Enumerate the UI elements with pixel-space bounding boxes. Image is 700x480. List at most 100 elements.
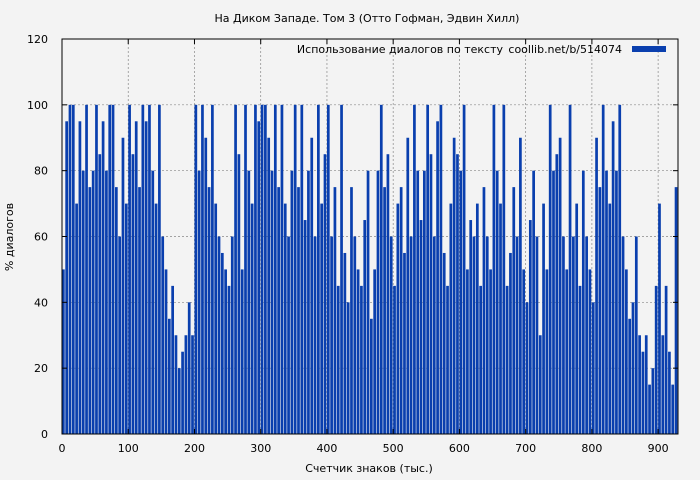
bar xyxy=(333,187,337,434)
y-axis-title: % диалогов xyxy=(3,203,16,271)
bar xyxy=(482,187,486,434)
bar xyxy=(346,302,350,434)
bar xyxy=(528,220,532,434)
bar xyxy=(330,236,333,434)
bar xyxy=(631,302,635,434)
bar xyxy=(552,170,555,434)
y-axis: 0 20 40 60 80 100 120 xyxy=(27,33,678,441)
bar xyxy=(512,187,516,434)
bar xyxy=(648,384,651,434)
bar xyxy=(227,285,231,434)
bar xyxy=(422,170,426,434)
bar xyxy=(671,384,675,434)
bar xyxy=(449,203,453,434)
bar xyxy=(290,170,294,434)
x-tick-label: 500 xyxy=(383,442,404,455)
bar xyxy=(197,170,201,434)
bar xyxy=(654,285,658,434)
bar xyxy=(601,104,605,434)
bar xyxy=(469,220,473,434)
bar xyxy=(260,104,264,434)
bar xyxy=(446,285,449,434)
bar xyxy=(379,104,383,434)
bar xyxy=(439,104,443,434)
bar xyxy=(383,187,386,434)
bar xyxy=(65,121,69,435)
bar xyxy=(466,269,469,434)
x-tick-label: 900 xyxy=(648,442,669,455)
bar xyxy=(588,269,592,434)
bar xyxy=(456,154,459,435)
bar xyxy=(101,121,105,435)
bar xyxy=(555,154,559,435)
bar xyxy=(396,203,400,434)
bar xyxy=(608,203,612,434)
y-tick-label: 0 xyxy=(41,428,48,441)
bar xyxy=(638,335,641,434)
bar xyxy=(416,170,420,434)
bar xyxy=(98,154,102,435)
bar xyxy=(548,104,552,434)
bar xyxy=(644,335,648,434)
bar xyxy=(442,252,446,434)
bar xyxy=(313,236,317,434)
y-tick-label: 120 xyxy=(27,33,48,46)
bar xyxy=(174,335,178,434)
bar xyxy=(167,318,171,434)
bar xyxy=(277,187,280,434)
y-tick-label: 60 xyxy=(34,231,48,244)
bar xyxy=(611,121,615,435)
bar xyxy=(220,252,224,434)
bar xyxy=(436,121,439,435)
bar xyxy=(568,104,572,434)
bar xyxy=(148,104,151,434)
x-tick-label: 400 xyxy=(316,442,337,455)
bar xyxy=(230,236,234,434)
y-tick-label: 80 xyxy=(34,165,48,178)
bar xyxy=(664,285,668,434)
y-tick-label: 100 xyxy=(27,99,48,112)
bar xyxy=(134,121,138,435)
bar xyxy=(184,335,188,434)
bar xyxy=(370,318,373,434)
bar xyxy=(492,104,496,434)
bar xyxy=(204,137,208,434)
bar xyxy=(558,137,562,434)
bar xyxy=(452,137,456,434)
bar xyxy=(151,170,155,434)
bar xyxy=(406,137,410,434)
bar xyxy=(509,252,512,434)
bar xyxy=(161,236,165,434)
bar xyxy=(668,351,671,434)
bar xyxy=(598,187,602,434)
bar xyxy=(326,104,330,434)
bar xyxy=(522,269,526,434)
bar xyxy=(118,236,122,434)
bar xyxy=(88,187,92,434)
bar xyxy=(628,318,632,434)
bar xyxy=(618,104,622,434)
bar xyxy=(353,236,357,434)
bar xyxy=(634,236,638,434)
bar xyxy=(386,154,390,435)
x-tick-label: 200 xyxy=(184,442,205,455)
bar xyxy=(85,104,88,434)
x-tick-label: 800 xyxy=(581,442,602,455)
x-tick-label: 300 xyxy=(250,442,271,455)
bar xyxy=(658,203,661,434)
bar xyxy=(217,236,221,434)
bar xyxy=(323,154,327,435)
bar xyxy=(267,137,271,434)
bar xyxy=(475,203,479,434)
bar xyxy=(403,252,406,434)
bar xyxy=(310,137,314,434)
bar xyxy=(585,236,588,434)
bar xyxy=(273,104,277,434)
bar xyxy=(538,335,542,434)
bar xyxy=(366,170,370,434)
legend-source-label: coollib.net/b/514074 xyxy=(508,43,622,56)
bar xyxy=(621,236,625,434)
bar xyxy=(641,351,645,434)
bar xyxy=(293,104,297,434)
